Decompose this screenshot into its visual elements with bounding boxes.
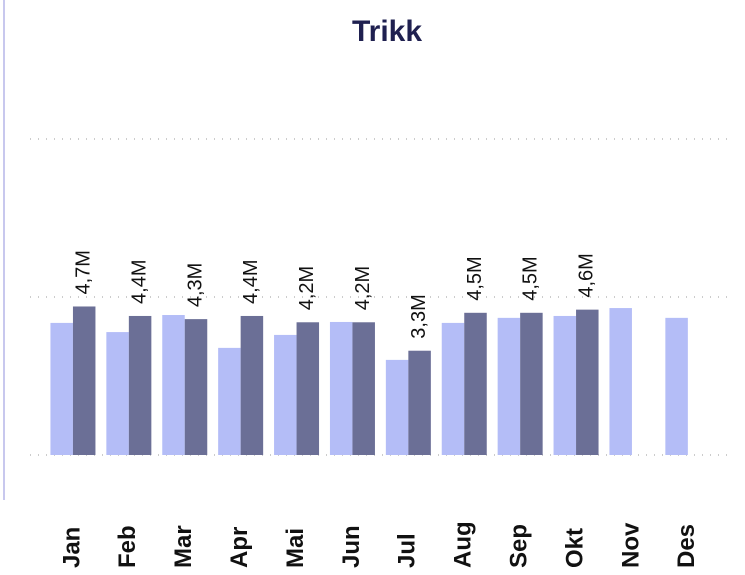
bar (296, 322, 320, 455)
x-tick-label: Nov (617, 522, 644, 568)
x-tick-label: Okt (561, 528, 588, 568)
bar (520, 312, 543, 455)
x-tick-label: Des (673, 524, 700, 568)
bar (464, 312, 487, 455)
bar (441, 322, 465, 455)
bar (329, 321, 353, 455)
data-label: 4,4M (240, 259, 262, 303)
chart-title: Trikk (352, 15, 422, 48)
bar (240, 315, 264, 455)
data-label: 4,6M (576, 253, 598, 297)
bar (184, 319, 208, 455)
bar (274, 334, 297, 455)
data-label: 4,3M (184, 263, 206, 307)
x-tick-label: Jun (338, 525, 365, 568)
bar (352, 322, 375, 455)
data-label: 4,2M (352, 266, 374, 310)
data-label: 3,3M (408, 294, 430, 338)
data-label: 4,7M (72, 250, 94, 294)
data-label: 4,4M (128, 259, 150, 303)
bar (72, 306, 96, 455)
data-label: 4,2M (296, 266, 318, 310)
data-label: 4,5M (464, 256, 486, 300)
x-tick-label: Apr (226, 527, 253, 568)
data-label: 4,5M (520, 256, 542, 300)
bar (385, 359, 409, 455)
x-tick-label: Feb (114, 525, 141, 568)
x-tick-label: Mai (282, 528, 309, 568)
bar (665, 317, 688, 455)
x-tick-label: Aug (450, 521, 477, 568)
x-tick-label: Jul (394, 533, 421, 568)
bar (128, 315, 152, 455)
bar (497, 317, 521, 455)
bar (408, 350, 431, 455)
bar (162, 315, 185, 455)
x-tick-label: Jan (58, 527, 85, 568)
bar (609, 308, 632, 455)
x-tick-label: Mar (170, 525, 197, 568)
bar (218, 347, 241, 455)
bar (553, 315, 577, 455)
bar (106, 332, 129, 455)
bar (50, 322, 73, 455)
x-tick-label: Sep (505, 524, 532, 568)
bar (576, 309, 599, 455)
